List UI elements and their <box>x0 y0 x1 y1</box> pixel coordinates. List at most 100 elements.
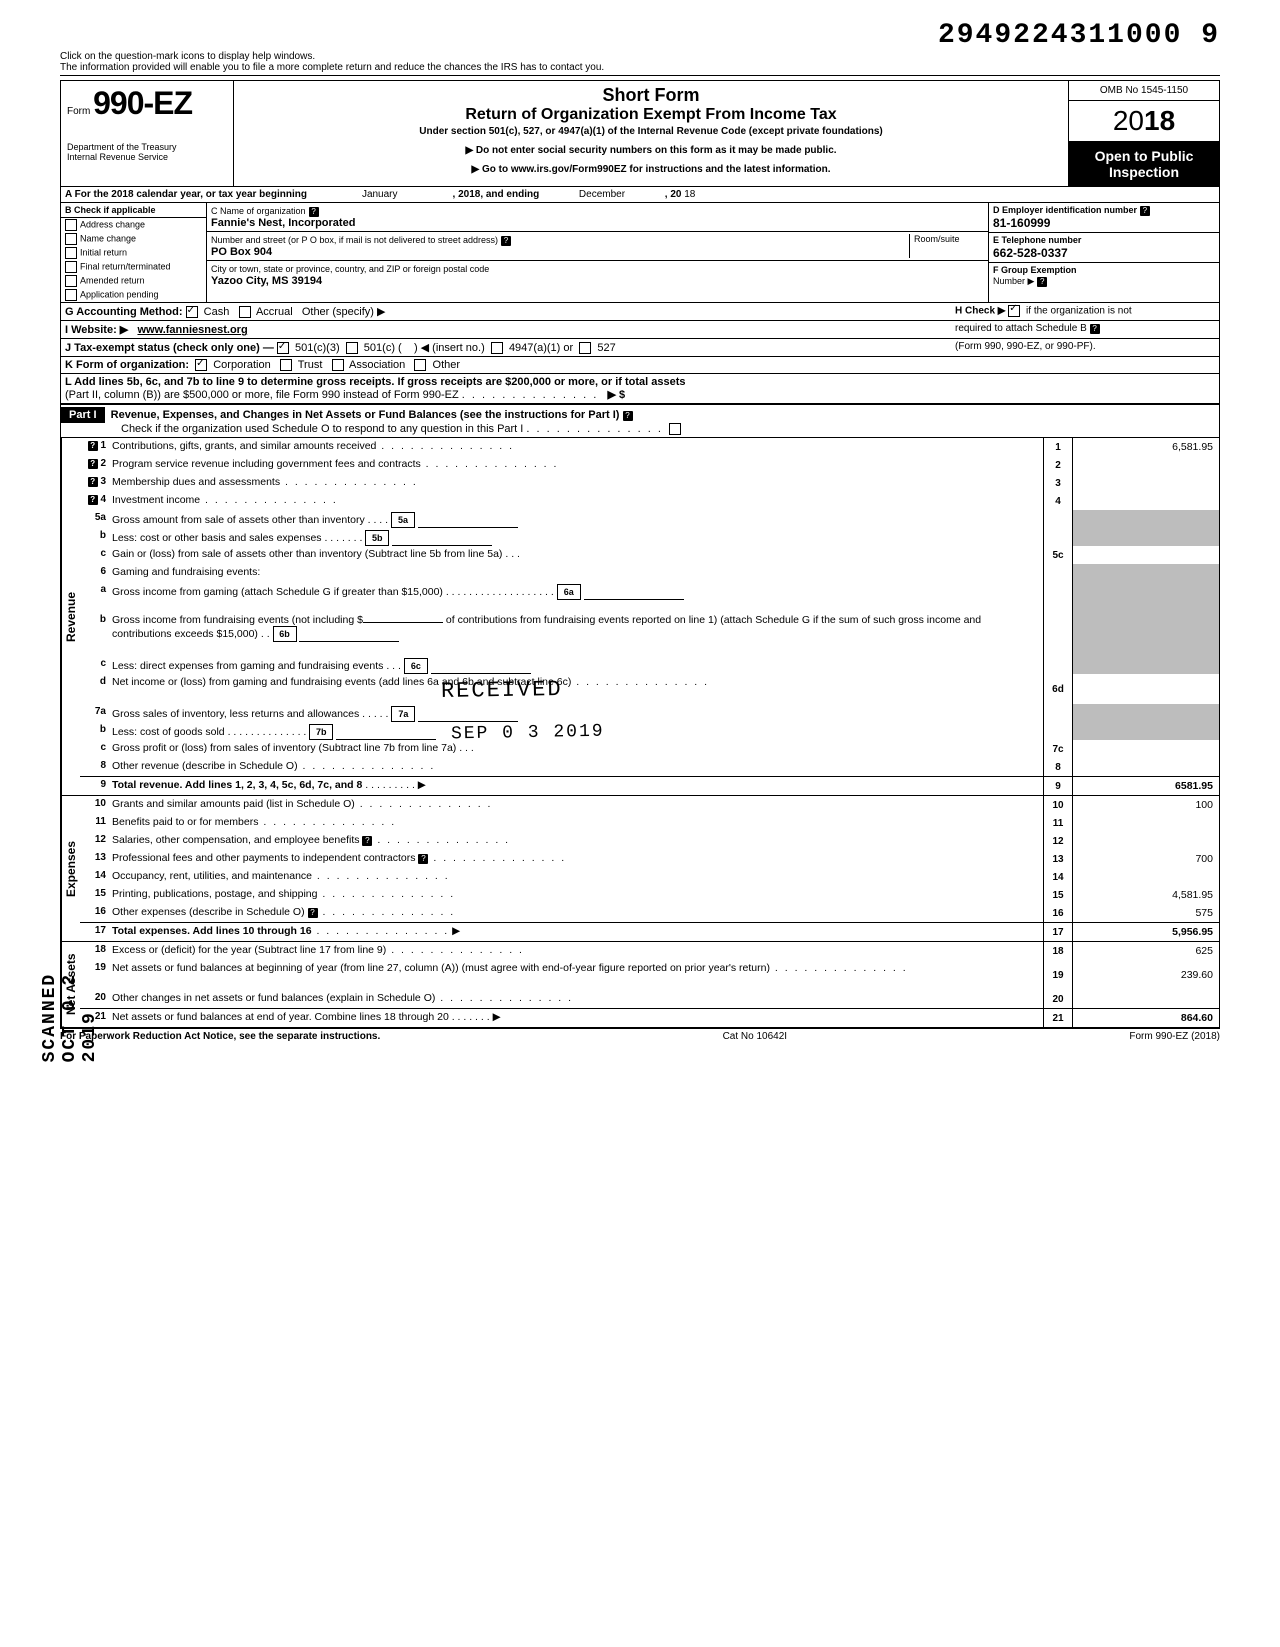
line-value[interactable] <box>1073 990 1219 1008</box>
line-value[interactable]: 625 <box>1073 942 1219 960</box>
org-address[interactable]: PO Box 904 <box>211 246 272 258</box>
chk-label: Final return/terminated <box>80 261 171 271</box>
line-desc: Less: cost of goods sold <box>112 726 225 738</box>
mid-value[interactable] <box>392 531 492 546</box>
chk-527[interactable] <box>579 342 591 354</box>
l-line2: (Part II, column (B)) are $500,000 or mo… <box>65 389 459 401</box>
org-name[interactable]: Fannie's Nest, Incorporated <box>211 217 355 229</box>
line-7a: 7a Gross sales of inventory, less return… <box>80 704 1219 722</box>
line-box: 3 <box>1043 474 1073 492</box>
line-box: 15 <box>1043 886 1073 904</box>
line-value[interactable] <box>1073 474 1219 492</box>
line-box: 16 <box>1043 904 1073 922</box>
goto-link: ▶ Go to www.irs.gov/Form990EZ for instru… <box>242 164 1060 175</box>
chk-cash[interactable] <box>186 306 198 318</box>
mid-value[interactable] <box>584 585 684 600</box>
mid-value[interactable] <box>418 707 518 722</box>
line-value[interactable] <box>1073 868 1219 886</box>
line-value[interactable]: 575 <box>1073 904 1219 922</box>
mid-box: 7a <box>391 706 415 722</box>
chk-other-org[interactable] <box>414 359 426 371</box>
net-assets-body: 18 Excess or (deficit) for the year (Sub… <box>80 942 1219 1027</box>
phone-value[interactable]: 662-528-0337 <box>993 246 1068 260</box>
help-icon[interactable]: ? <box>309 207 319 217</box>
help-icon[interactable]: ? <box>1090 324 1100 334</box>
line-value[interactable] <box>1073 832 1219 850</box>
line-num: 16 <box>80 904 112 922</box>
chk-schedule-b[interactable] <box>1008 305 1020 317</box>
chk-4947[interactable] <box>491 342 503 354</box>
line-value[interactable] <box>1073 492 1219 510</box>
period-begin[interactable]: January <box>310 189 450 200</box>
chk-amended-return[interactable]: Amended return <box>61 274 206 288</box>
line-desc: Excess or (deficit) for the year (Subtra… <box>112 944 386 956</box>
line-value[interactable]: 5,956.95 <box>1073 923 1219 941</box>
line-12: 12 Salaries, other compensation, and emp… <box>80 832 1219 850</box>
line-value[interactable]: 4,581.95 <box>1073 886 1219 904</box>
line-value[interactable]: 700 <box>1073 850 1219 868</box>
line-desc: Gross amount from sale of assets other t… <box>112 514 365 526</box>
help-icon[interactable]: ? <box>418 854 428 864</box>
help-icon[interactable]: ? <box>362 836 372 846</box>
chk-accrual[interactable] <box>239 306 251 318</box>
line-box: 9 <box>1043 777 1073 795</box>
line-value[interactable] <box>1073 740 1219 758</box>
other-org-label: Other <box>433 359 461 371</box>
open-line2: Inspection <box>1109 164 1179 180</box>
line-10: 10 Grants and similar amounts paid (list… <box>80 796 1219 814</box>
chk-label: Amended return <box>80 275 145 285</box>
mid-value[interactable] <box>299 627 399 642</box>
line-value[interactable]: 864.60 <box>1073 1009 1219 1027</box>
dots <box>462 389 599 401</box>
chk-schedule-o[interactable] <box>669 423 681 435</box>
chk-501c[interactable] <box>346 342 358 354</box>
shaded-cell <box>1073 722 1219 740</box>
help-icon[interactable]: ? <box>88 477 98 487</box>
period-end-month[interactable]: December <box>542 189 662 200</box>
line-value[interactable] <box>1073 758 1219 776</box>
help-icon[interactable]: ? <box>88 495 98 505</box>
line-value[interactable]: 100 <box>1073 796 1219 814</box>
dots <box>200 494 338 506</box>
line-16: 16 Other expenses (describe in Schedule … <box>80 904 1219 922</box>
chk-name-change[interactable]: Name change <box>61 232 206 246</box>
line-value[interactable]: 6,581.95 <box>1073 438 1219 456</box>
chk-501c3[interactable] <box>277 342 289 354</box>
line-value[interactable]: 6581.95 <box>1073 777 1219 795</box>
l-line1: L Add lines 5b, 6c, and 7b to line 9 to … <box>65 376 686 388</box>
line-6c: c Less: direct expenses from gaming and … <box>80 656 1219 674</box>
help-icon[interactable]: ? <box>501 236 511 246</box>
line-value[interactable] <box>1073 674 1219 704</box>
line-value[interactable] <box>1073 546 1219 564</box>
mid-value[interactable] <box>336 725 436 740</box>
help-icon[interactable]: ? <box>1140 206 1150 216</box>
org-city[interactable]: Yazoo City, MS 39194 <box>211 275 322 287</box>
chk-trust[interactable] <box>280 359 292 371</box>
line-1: ? 1 Contributions, gifts, grants, and si… <box>80 438 1219 456</box>
dots <box>318 906 456 918</box>
chk-address-change[interactable]: Address change <box>61 218 206 232</box>
line-value[interactable] <box>1073 814 1219 832</box>
help-icon[interactable]: ? <box>88 459 98 469</box>
line-num: a <box>80 582 112 612</box>
help-icon[interactable]: ? <box>88 441 98 451</box>
chk-corporation[interactable] <box>195 359 207 371</box>
chk-final-return[interactable]: Final return/terminated <box>61 260 206 274</box>
help-icon[interactable]: ? <box>623 411 633 421</box>
line-value[interactable] <box>1073 456 1219 474</box>
corporation-label: Corporation <box>213 359 270 371</box>
ein-value[interactable]: 81-160999 <box>993 216 1050 230</box>
help-icon[interactable]: ? <box>308 908 318 918</box>
line-box: 8 <box>1043 758 1073 776</box>
mid-value[interactable] <box>418 513 518 528</box>
dots <box>386 944 524 956</box>
help-icon[interactable]: ? <box>1037 277 1047 287</box>
chk-initial-return[interactable]: Initial return <box>61 246 206 260</box>
period-end-year[interactable]: 18 <box>684 189 695 200</box>
chk-label: Initial return <box>80 247 127 257</box>
mid-value[interactable] <box>431 659 531 674</box>
chk-association[interactable] <box>332 359 344 371</box>
chk-application-pending[interactable]: Application pending <box>61 288 206 302</box>
line-value[interactable]: 239.60 <box>1073 960 1219 990</box>
website-value[interactable]: www.fanniesnest.org <box>137 324 247 336</box>
